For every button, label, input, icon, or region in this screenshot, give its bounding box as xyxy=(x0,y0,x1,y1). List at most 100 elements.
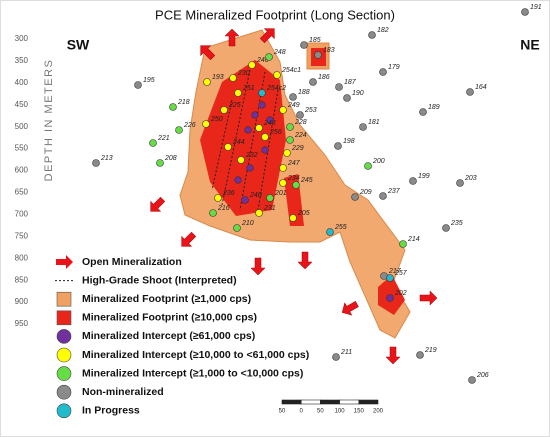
depth-tick-label: 650 xyxy=(15,188,29,197)
drill-hole xyxy=(343,94,351,102)
arrow xyxy=(224,28,240,47)
drill-hole xyxy=(265,53,273,61)
drill-hole xyxy=(169,103,177,111)
legend-label: Mineralized Intercept (≥1,000 to <10,000… xyxy=(82,367,303,379)
drill-hole xyxy=(289,214,297,222)
arrow xyxy=(150,196,166,212)
hole-label: 189 xyxy=(428,104,440,111)
hole-label: 221 xyxy=(157,135,170,142)
legend-label: Mineralized Intercept (≥61,000 cps) xyxy=(82,330,255,342)
hole-label: 188 xyxy=(298,89,310,96)
hole-label: 237 xyxy=(387,188,401,195)
depth-tick-label: 600 xyxy=(15,166,29,175)
title: PCE Mineralized Footprint (Long Section) xyxy=(155,7,395,22)
hole-label: 246 xyxy=(256,57,269,64)
arrow xyxy=(419,290,438,306)
drill-hole xyxy=(292,181,300,189)
hole-label: 187 xyxy=(344,79,357,86)
hole-label: 213 xyxy=(100,155,113,162)
hole-label: 245 xyxy=(300,177,313,184)
hole-label: 229 xyxy=(291,145,304,152)
hole-label: 200 xyxy=(372,158,385,165)
drill-hole xyxy=(279,106,287,114)
depth-tick-label: 950 xyxy=(15,319,29,328)
drill-hole xyxy=(326,228,334,236)
hole-label: 214 xyxy=(407,236,420,243)
legend-label: In Progress xyxy=(82,405,140,417)
depth-tick-label: 700 xyxy=(15,209,29,218)
drill-hole xyxy=(202,120,210,128)
drill-hole xyxy=(300,41,308,49)
legend-swatch xyxy=(56,329,72,344)
drill-hole xyxy=(368,31,376,39)
drill-hole xyxy=(442,224,450,232)
scale-label: 200 xyxy=(373,409,384,415)
hole-label: 193 xyxy=(212,74,224,81)
hole-label: 255 xyxy=(334,224,347,231)
drill-hole xyxy=(255,209,263,217)
direction-ne: NE xyxy=(520,37,539,53)
legend-label: Open Mineralization xyxy=(82,256,182,268)
drill-hole xyxy=(379,192,387,200)
hole-label: 248 xyxy=(273,49,286,56)
hole-label: 209 xyxy=(359,189,372,196)
drill-hole xyxy=(273,71,281,79)
drill-hole xyxy=(248,61,256,69)
drill-hole xyxy=(149,139,157,147)
hole-label: 247 xyxy=(287,160,301,167)
arrow xyxy=(250,257,266,276)
drill-hole xyxy=(351,193,359,201)
scale-segment xyxy=(320,399,340,405)
scale-label: 50 xyxy=(279,409,286,415)
depth-tick-label: 850 xyxy=(15,275,29,284)
drill-hole xyxy=(364,162,372,170)
hole-label: 250 xyxy=(210,116,223,123)
drill-hole xyxy=(296,111,304,119)
hole-label: 191 xyxy=(530,4,542,11)
depth-tick-label: 500 xyxy=(15,122,29,131)
drill-hole xyxy=(379,68,387,76)
hole-label: 234 xyxy=(287,175,300,182)
hole-label: 254c1 xyxy=(281,67,301,74)
drill-hole xyxy=(456,179,464,187)
hole-label: 203 xyxy=(464,175,477,182)
drill-hole xyxy=(332,353,340,361)
drill-hole xyxy=(92,159,100,167)
drill-hole xyxy=(466,88,474,96)
hole-label: 256 xyxy=(269,129,282,136)
hole-label: 208 xyxy=(164,155,177,162)
depth-tick-label: 800 xyxy=(15,253,29,262)
hole-label: 216 xyxy=(217,205,230,212)
hole-label: 244 xyxy=(232,139,245,146)
drill-hole xyxy=(241,196,249,204)
legend-swatch xyxy=(56,291,72,307)
arrow xyxy=(385,346,401,365)
drill-hole xyxy=(229,74,237,82)
hole-label: 179 xyxy=(388,64,400,71)
drill-hole xyxy=(359,123,367,131)
footprint-10000 xyxy=(200,60,286,216)
hole-label: 226 xyxy=(183,122,196,129)
drill-hole xyxy=(386,274,394,282)
legend-label: Mineralized Intercept (≥10,000 to <61,00… xyxy=(82,349,309,361)
depth-tick-label: 450 xyxy=(15,100,29,109)
drill-hole xyxy=(224,143,232,151)
drill-hole xyxy=(203,78,211,86)
unlabeled-intercepts xyxy=(234,101,274,184)
hole-label: 195 xyxy=(143,77,155,84)
hole-label: 182 xyxy=(377,27,389,34)
drill-hole xyxy=(261,133,269,141)
scale-segment xyxy=(281,399,302,405)
hole-label: 232 xyxy=(245,152,258,159)
drill-hole xyxy=(399,240,407,248)
drill-hole xyxy=(266,194,274,202)
hole-label: 236 xyxy=(222,190,235,197)
drill-hole xyxy=(156,159,164,167)
hole-label: 210 xyxy=(241,220,254,227)
depth-tick-label: 400 xyxy=(15,78,29,87)
hole-label: 218 xyxy=(177,99,190,106)
drill-hole xyxy=(416,351,424,359)
drill-hole xyxy=(386,294,394,302)
scale-label: 150 xyxy=(354,409,365,415)
